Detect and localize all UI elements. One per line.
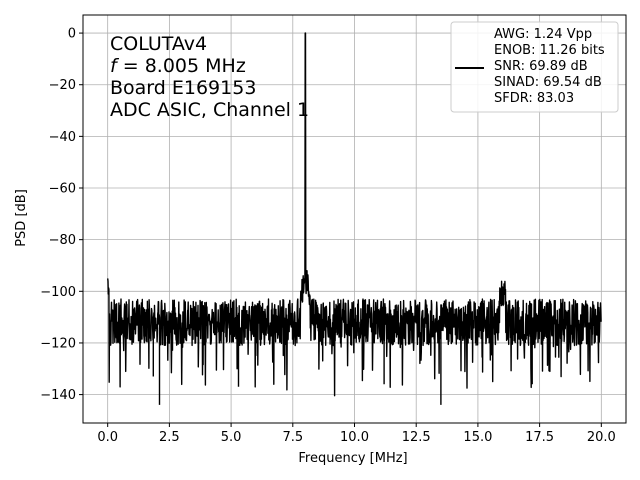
y-tick-label: −140 xyxy=(40,388,76,403)
x-tick-label: 7.5 xyxy=(282,430,303,445)
x-axis: 0.0 2.5 5.0 7.5 10.0 12.5 15.0 17.5 20.0 xyxy=(97,423,616,445)
y-tick-label: −120 xyxy=(40,336,76,351)
y-tick-label: −40 xyxy=(49,130,76,145)
legend-entry-line: ENOB: 11.26 bits xyxy=(494,43,605,58)
legend-entry-line: SFDR: 83.03 xyxy=(494,91,574,106)
y-tick-label: −80 xyxy=(49,233,76,248)
x-tick-label: 15.0 xyxy=(463,430,492,445)
annotation-line: f = 8.005 MHz xyxy=(110,55,246,77)
x-tick-label: 12.5 xyxy=(402,430,431,445)
x-tick-label: 10.0 xyxy=(340,430,369,445)
x-tick-label: 0.0 xyxy=(97,430,118,445)
annotation-line: ADC ASIC, Channel 1 xyxy=(110,99,309,121)
y-tick-label: 0 xyxy=(68,27,76,42)
legend-box xyxy=(450,21,619,113)
x-tick-label: 2.5 xyxy=(159,430,180,445)
y-tick-label: −20 xyxy=(49,78,76,93)
y-axis: 0 −20 −40 −60 −80 −100 −120 −140 xyxy=(40,27,83,403)
legend-entry-line: SINAD: 69.54 dB xyxy=(494,75,602,90)
x-tick-label: 17.5 xyxy=(525,430,554,445)
psd-series-line xyxy=(107,32,602,405)
y-tick-label: −100 xyxy=(40,285,76,300)
y-tick-label: −60 xyxy=(49,182,76,197)
y-axis-label: PSD [dB] xyxy=(14,189,29,247)
legend-entry-line: AWG: 1.24 Vpp xyxy=(494,27,592,42)
x-axis-label: Frequency [MHz] xyxy=(298,451,407,466)
annotation-line: Board E169153 xyxy=(110,77,256,99)
series-layer xyxy=(107,32,602,405)
x-tick-label: 20.0 xyxy=(587,430,616,445)
legend-entry-line: SNR: 69.89 dB xyxy=(494,59,588,74)
x-tick-label: 5.0 xyxy=(221,430,242,445)
annotation-line: COLUTAv4 xyxy=(110,33,207,55)
